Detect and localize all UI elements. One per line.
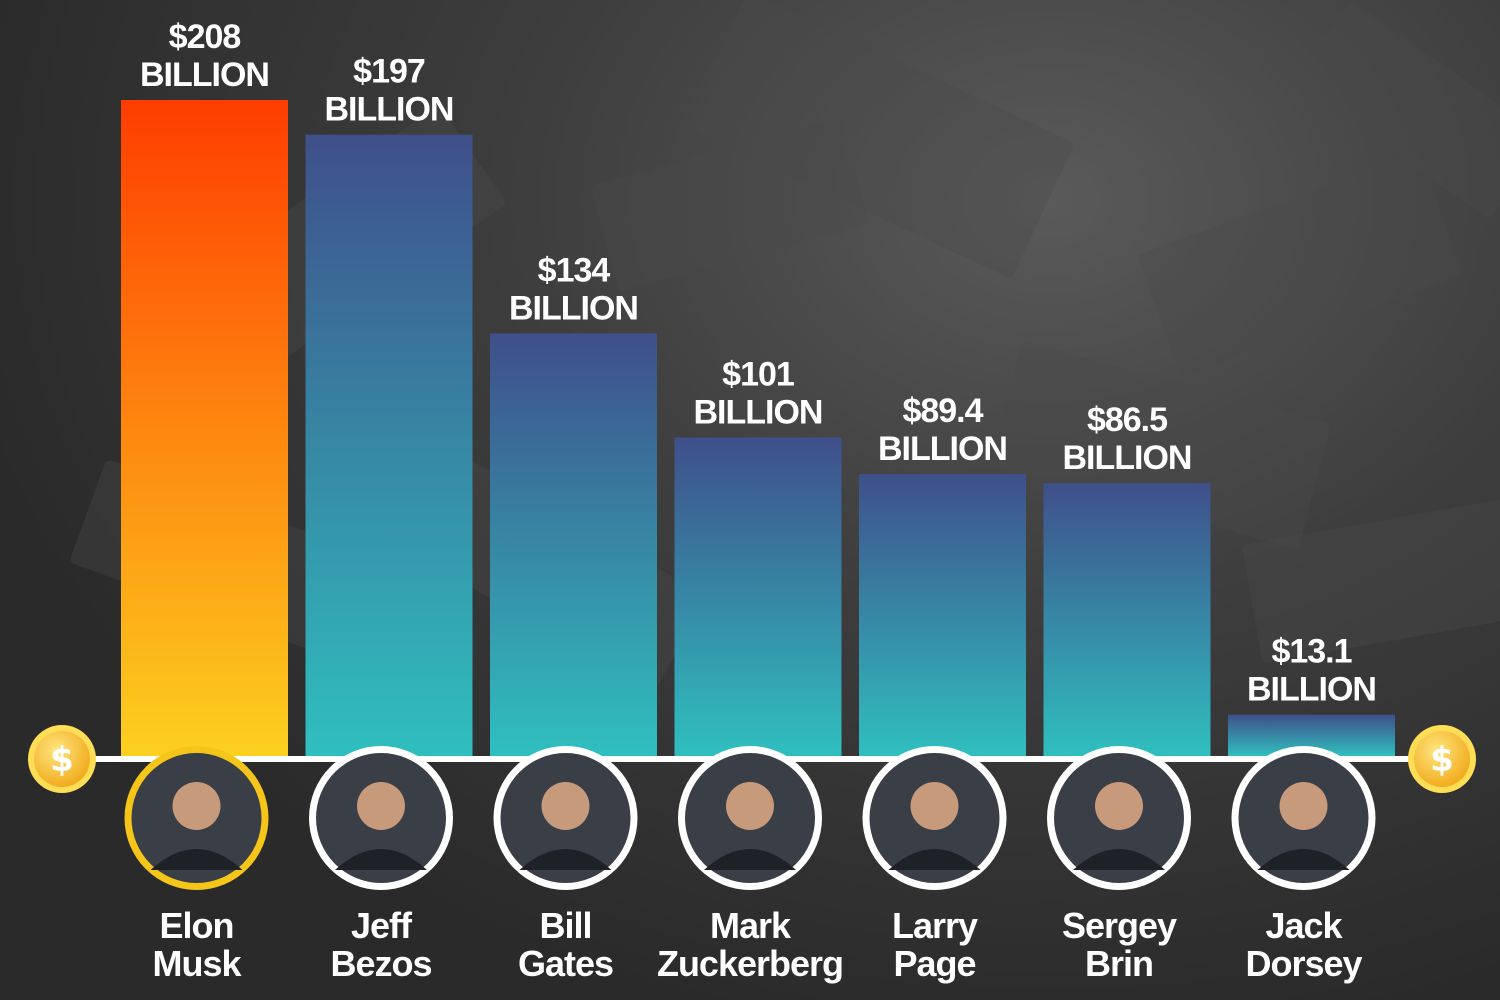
name-last-jeff-bezos: Bezos — [330, 943, 431, 984]
background-bill — [687, 0, 1073, 278]
value-label-unit-jeff-bezos: BILLION — [325, 91, 454, 129]
value-label-amount-jack-dorsey: $13.1 — [1271, 633, 1351, 671]
avatar-body-icon — [519, 849, 612, 870]
name-last-elon-musk: Musk — [152, 943, 242, 984]
value-label-amount-sergey-brin: $86.5 — [1087, 401, 1167, 439]
avatar-head-icon — [910, 782, 959, 830]
background-bill — [1138, 154, 1462, 376]
bar-sergey-brin — [1043, 483, 1211, 756]
dollar-coin-icon: $ — [28, 725, 96, 793]
value-label-unit-bill-gates: BILLION — [509, 289, 638, 327]
name-first-bill-gates: Bill — [539, 905, 591, 946]
bar-bill-gates — [490, 333, 657, 756]
value-label-amount-larry-page: $89.4 — [902, 392, 983, 430]
svg-text:$: $ — [1430, 740, 1454, 780]
value-label-amount-elon-musk: $208 — [169, 18, 241, 56]
value-label-unit-elon-musk: BILLION — [140, 56, 269, 94]
value-label-unit-larry-page: BILLION — [878, 430, 1007, 468]
value-label-unit-jack-dorsey: BILLION — [1247, 671, 1376, 709]
name-last-sergey-brin: Brin — [1085, 943, 1153, 984]
avatar-head-icon — [357, 782, 405, 830]
value-label-amount-mark-zuckerberg: $101 — [722, 355, 794, 393]
avatar-body-icon — [1257, 849, 1350, 870]
avatar-body-icon — [335, 849, 427, 870]
value-label-amount-bill-gates: $134 — [538, 251, 611, 289]
avatar-head-icon — [1095, 782, 1143, 830]
avatars-group — [124, 746, 1376, 890]
avatar-head-icon — [726, 782, 774, 830]
avatar-head-icon — [541, 782, 590, 830]
avatar-head-icon — [172, 782, 221, 830]
dollar-coin-icon: $ — [1408, 725, 1476, 793]
bar-jeff-bezos — [305, 134, 473, 756]
value-label-unit-sergey-brin: BILLION — [1063, 439, 1192, 477]
avatar-body-icon — [1073, 849, 1165, 870]
name-first-mark-zuckerberg: Mark — [710, 905, 792, 946]
bar-larry-page — [859, 474, 1026, 756]
avatar-body-icon — [704, 849, 796, 870]
avatar-body-icon — [888, 849, 981, 870]
name-first-elon-musk: Elon — [160, 905, 234, 946]
background-bill — [591, 119, 869, 291]
name-last-jack-dorsey: Dorsey — [1245, 943, 1362, 984]
name-last-larry-page: Page — [893, 943, 975, 984]
bars-group — [121, 100, 1395, 756]
name-first-larry-page: Larry — [892, 905, 978, 946]
background-bill — [989, 342, 1331, 548]
name-last-mark-zuckerberg: Zuckerberg — [657, 943, 843, 984]
svg-text:$: $ — [50, 740, 74, 780]
background-bill — [1242, 497, 1500, 663]
name-first-jack-dorsey: Jack — [1265, 905, 1343, 946]
avatar-body-icon — [150, 849, 243, 870]
background-bill — [1295, 2, 1500, 218]
name-last-bill-gates: Gates — [518, 943, 613, 984]
name-first-jeff-bezos: Jeff — [351, 905, 413, 946]
value-label-unit-mark-zuckerberg: BILLION — [694, 393, 823, 431]
name-first-sergey-brin: Sergey — [1062, 905, 1177, 946]
bar-mark-zuckerberg — [674, 437, 842, 756]
bar-elon-musk — [121, 100, 288, 756]
avatar-head-icon — [1279, 782, 1328, 830]
value-label-amount-jeff-bezos: $197 — [353, 53, 425, 91]
